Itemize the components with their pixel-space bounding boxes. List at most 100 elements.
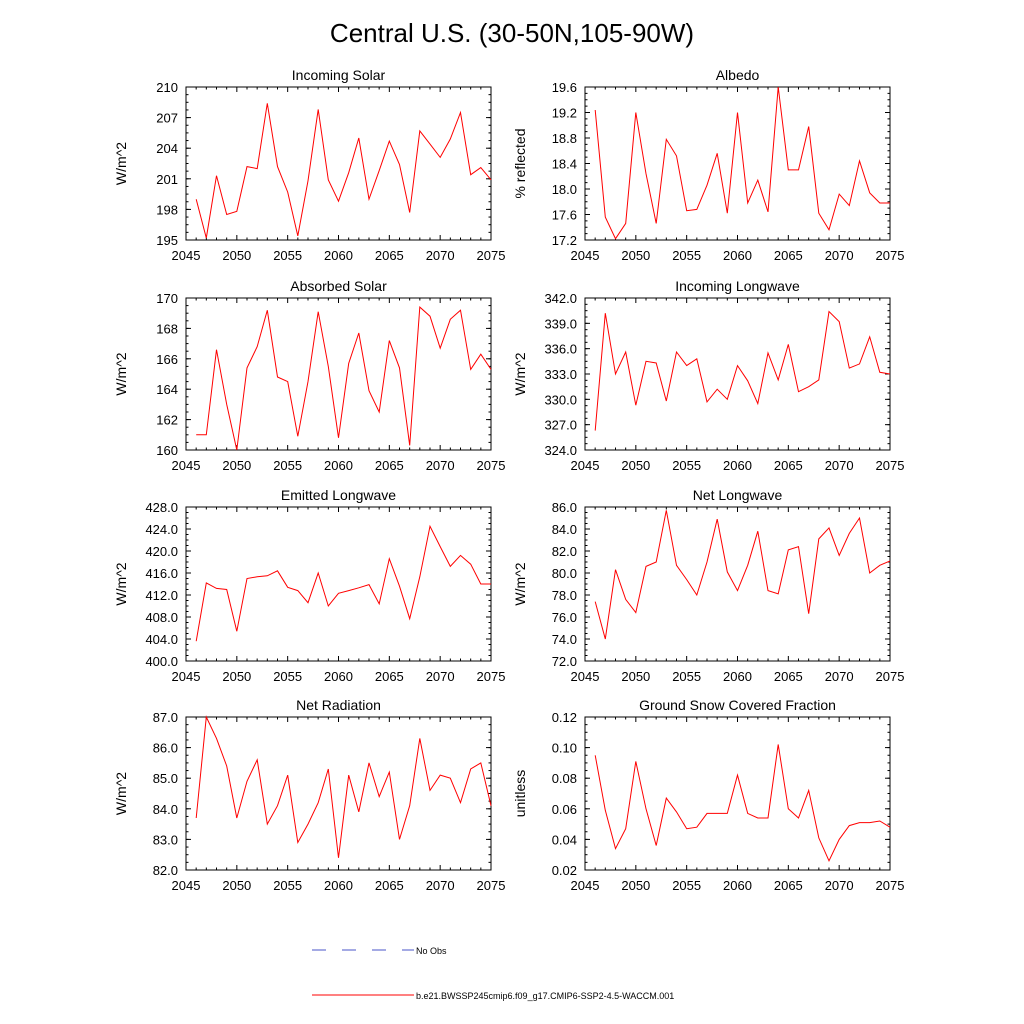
x-tick-label: 2075: [876, 669, 905, 684]
x-tick-label: 2070: [825, 458, 854, 473]
y-tick-label: 408.0: [145, 610, 178, 625]
x-tick-label: 2060: [723, 248, 752, 263]
chart-panel-7: Net Radiation W/m^2 2045 2050 2055 2060 2065 20…: [113, 697, 505, 893]
y-tick-label: 0.12: [552, 710, 577, 725]
x-tick-label: 2070: [426, 669, 455, 684]
x-tick-label: 2065: [375, 248, 404, 263]
panel-title: Incoming Solar: [292, 67, 386, 83]
y-tick-label: 339.0: [544, 316, 577, 331]
x-tick-label: 2075: [876, 458, 905, 473]
y-tick-label: 164: [156, 382, 178, 397]
x-tick-label: 2045: [571, 458, 600, 473]
chart-panel-3: Absorbed Solar W/m^2 2045 2050 2055 2060 2065 2…: [113, 278, 505, 473]
y-tick-label: 342.0: [544, 291, 577, 306]
y-axis-label: W/m^2: [113, 562, 129, 605]
y-tick-label: 428.0: [145, 500, 178, 515]
chart-panel-2: Albedo % reflected 2045 2050 2055 2060 2065 207…: [512, 67, 904, 263]
y-axis-label: W/m^2: [113, 142, 129, 185]
y-tick-label: 83.0: [153, 832, 178, 847]
y-tick-label: 80.0: [552, 566, 577, 581]
x-tick-label: 2060: [723, 669, 752, 684]
x-tick-label: 2070: [426, 248, 455, 263]
y-axis-label: % reflected: [512, 128, 528, 198]
legend-model-label: b.e21.BWSSP245cmip6.f09_g17.CMIP6-SSP2-4…: [416, 991, 674, 1001]
x-tick-label: 2075: [876, 248, 905, 263]
x-tick-label: 2060: [723, 878, 752, 893]
x-tick-label: 2065: [375, 669, 404, 684]
y-tick-label: 201: [156, 172, 178, 187]
y-tick-label: 78.0: [552, 588, 577, 603]
x-tick-label: 2060: [324, 248, 353, 263]
x-tick-label: 2045: [172, 248, 201, 263]
x-tick-label: 2075: [477, 669, 506, 684]
plot-frame: [185, 86, 492, 241]
y-tick-label: 82.0: [153, 863, 178, 878]
y-tick-label: 85.0: [153, 771, 178, 786]
x-tick-label: 2055: [273, 458, 302, 473]
x-tick-label: 2070: [426, 458, 455, 473]
y-tick-label: 210: [156, 80, 178, 95]
y-tick-label: 0.02: [552, 863, 577, 878]
figure-title: Central U.S. (30-50N,105-90W): [330, 18, 694, 48]
x-tick-label: 2055: [273, 248, 302, 263]
y-tick-label: 404.0: [145, 632, 178, 647]
y-tick-label: 204: [156, 141, 178, 156]
y-tick-label: 87.0: [153, 710, 178, 725]
y-tick-label: 18.4: [552, 157, 577, 172]
x-tick-label: 2075: [477, 878, 506, 893]
x-tick-label: 2055: [672, 878, 701, 893]
y-tick-label: 72.0: [552, 654, 577, 669]
x-tick-label: 2075: [477, 248, 506, 263]
y-tick-label: 84.0: [153, 802, 178, 817]
y-tick-label: 82.0: [552, 544, 577, 559]
panel-title: Ground Snow Covered Fraction: [639, 697, 836, 713]
y-tick-label: 166: [156, 352, 178, 367]
y-tick-label: 420.0: [145, 544, 178, 559]
x-tick-label: 2055: [273, 669, 302, 684]
x-tick-label: 2070: [825, 669, 854, 684]
y-axis-label: unitless: [512, 770, 528, 817]
x-tick-label: 2060: [723, 458, 752, 473]
x-tick-label: 2045: [172, 669, 201, 684]
x-tick-label: 2045: [571, 248, 600, 263]
chart-panel-1: Incoming Solar W/m^2 2045 2050 2055 2060 2065 2…: [113, 67, 505, 263]
y-axis-label: W/m^2: [512, 562, 528, 605]
panel-title: Emitted Longwave: [281, 487, 396, 503]
y-tick-label: 162: [156, 413, 178, 428]
y-tick-label: 0.04: [552, 832, 577, 847]
y-tick-label: 0.08: [552, 771, 577, 786]
y-tick-label: 207: [156, 111, 178, 126]
y-axis-label: W/m^2: [113, 352, 129, 395]
y-tick-label: 18.8: [552, 131, 577, 146]
y-tick-label: 416.0: [145, 566, 178, 581]
y-tick-label: 86.0: [552, 500, 577, 515]
series-line: [594, 86, 890, 240]
y-tick-label: 17.6: [552, 208, 577, 223]
x-tick-label: 2075: [876, 878, 905, 893]
x-tick-label: 2065: [774, 248, 803, 263]
y-tick-label: 336.0: [544, 342, 577, 357]
y-tick-label: 17.2: [552, 233, 577, 248]
series-line: [195, 524, 491, 642]
y-axis-label: W/m^2: [512, 352, 528, 395]
y-tick-label: 76.0: [552, 610, 577, 625]
plot-frame: [584, 297, 891, 451]
chart-panels: Incoming Solar W/m^2 2045 2050 2055 2060 2065 2…: [113, 67, 904, 893]
x-tick-label: 2050: [621, 248, 650, 263]
y-tick-label: 0.10: [552, 741, 577, 756]
panel-title: Absorbed Solar: [290, 278, 387, 294]
x-tick-label: 2055: [273, 878, 302, 893]
chart-panel-8: Ground Snow Covered Fraction unitless 2045…: [512, 697, 904, 893]
x-tick-label: 2060: [324, 878, 353, 893]
x-tick-label: 2065: [375, 458, 404, 473]
x-tick-label: 2070: [825, 878, 854, 893]
series-line: [594, 744, 891, 862]
y-tick-label: 198: [156, 202, 178, 217]
y-tick-label: 333.0: [544, 367, 577, 382]
y-tick-label: 195: [156, 233, 178, 248]
chart-panel-6: Net Longwave W/m^2 2045 2050 2055 2060 2065 207…: [512, 487, 904, 684]
x-tick-label: 2070: [426, 878, 455, 893]
x-tick-label: 2050: [222, 878, 251, 893]
chart-panel-4: Incoming Longwave W/m^2 2045 2050 2055 2060 20…: [512, 278, 904, 473]
